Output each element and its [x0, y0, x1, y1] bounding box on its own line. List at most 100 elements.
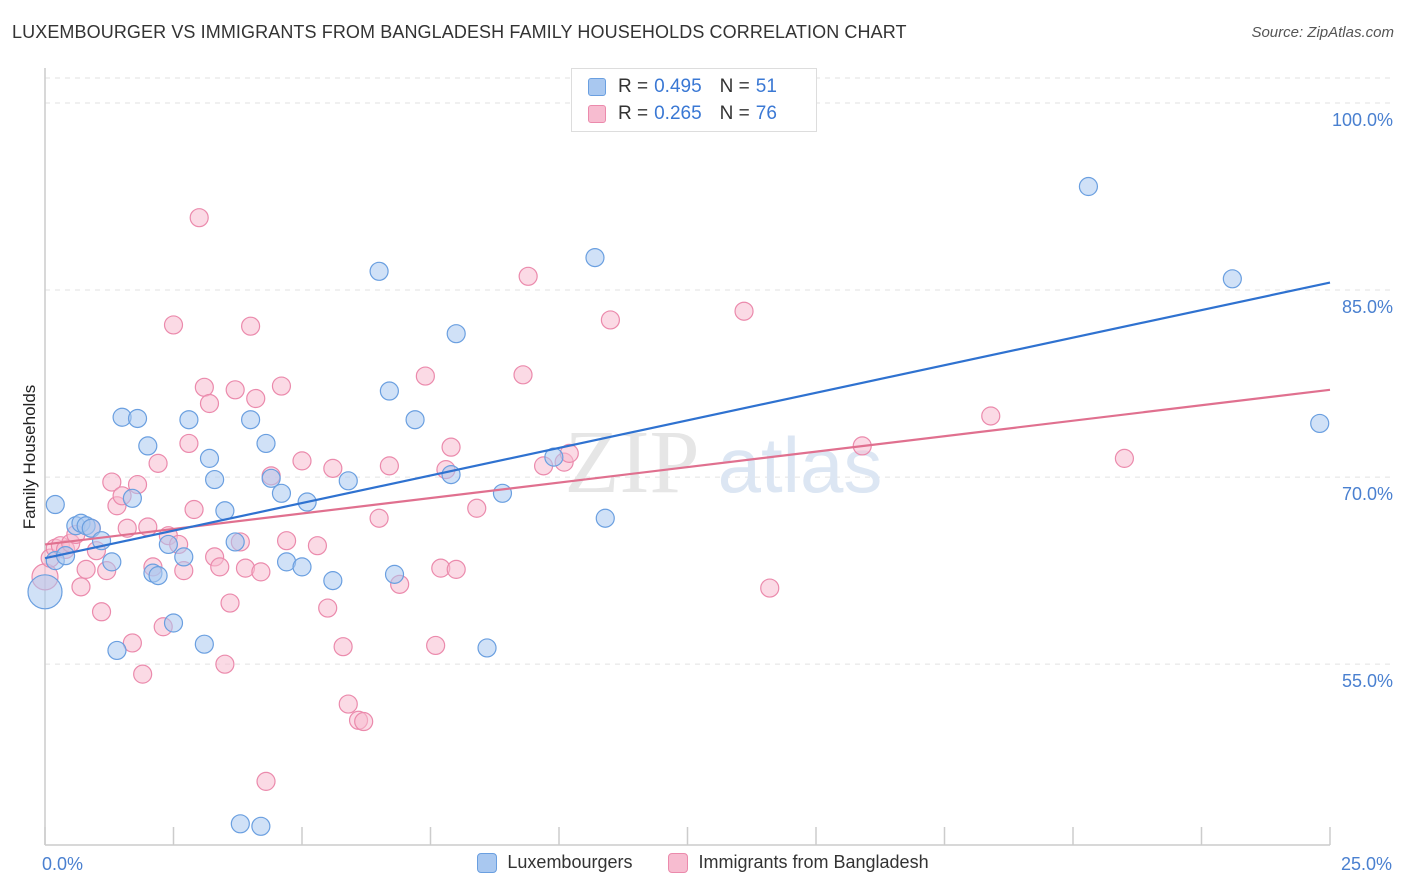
luxembourger-point	[122, 488, 142, 508]
bangladesh-point	[441, 437, 461, 457]
luxembourger-point	[1078, 176, 1099, 197]
bangladesh-point	[220, 593, 240, 613]
bangladesh-point	[323, 458, 343, 478]
luxembourger-point	[384, 564, 405, 584]
luxembourger-point	[138, 436, 158, 456]
x-tick-label: 0.0%	[42, 854, 83, 874]
bangladesh-point	[379, 456, 399, 476]
y-tick-label: 100.0%	[1332, 110, 1393, 130]
n-label: N =	[719, 76, 750, 97]
luxembourger-point	[292, 557, 312, 577]
legend-row-bangladesh: R = 0.265 N = 76	[588, 102, 783, 126]
bangladesh-point	[276, 531, 297, 551]
axis-layer	[44, 68, 1331, 846]
luxembourger-point	[230, 814, 250, 834]
n-label: N =	[719, 103, 750, 124]
luxembourger-point	[446, 324, 466, 344]
bangladesh-point	[117, 518, 137, 538]
luxembourger-point	[1222, 269, 1242, 289]
luxembourger-point	[102, 552, 122, 572]
luxembourger-point	[261, 468, 281, 488]
legend-label-bangladesh: Immigrants from Bangladesh	[698, 852, 929, 872]
luxembourger-point	[81, 518, 101, 538]
bangladesh-point	[199, 393, 220, 414]
bangladesh-point	[184, 499, 204, 520]
legend-label-luxembourgers: Luxembourgers	[507, 852, 633, 872]
luxembourger-point	[199, 448, 220, 468]
luxembourger-point	[405, 410, 425, 430]
luxembourger-point	[379, 381, 399, 401]
legend-row-luxembourgers: R = 0.495 N = 51	[588, 75, 783, 99]
bangladesh-point	[318, 598, 338, 618]
bangladesh-point	[133, 664, 153, 684]
n-value: 76	[755, 103, 777, 124]
luxembourger-point	[241, 410, 261, 430]
luxembourger-point	[174, 547, 194, 567]
luxembourger-point	[127, 408, 148, 429]
luxembourger-point	[179, 410, 199, 430]
y-tick-label: 85.0%	[1342, 297, 1393, 317]
bangladesh-point	[71, 577, 91, 597]
trend-lines	[44, 281, 1331, 560]
bangladesh-point	[513, 365, 533, 385]
bangladesh-point	[1114, 448, 1135, 468]
x-tick-label: 25.0%	[1341, 854, 1392, 874]
legend-swatch-luxembourgers	[477, 852, 498, 873]
bangladesh-point	[91, 602, 112, 622]
luxembourger-point	[585, 247, 605, 268]
bangladesh-point	[179, 433, 199, 454]
bangladesh-point	[102, 472, 122, 492]
bangladesh-point	[246, 388, 266, 409]
series-legend: Luxembourgers Immigrants from Bangladesh	[0, 852, 1406, 873]
r-label: R =	[618, 76, 649, 97]
luxembourger-point	[107, 640, 127, 661]
bangladesh-point	[426, 635, 446, 656]
bangladesh-point	[225, 380, 245, 400]
bangladesh-point	[333, 637, 353, 657]
bangladesh-point	[415, 366, 435, 386]
luxembourger-point	[205, 469, 225, 490]
watermark-atlas: atlas	[718, 421, 883, 509]
y-tick-label: 55.0%	[1342, 671, 1393, 691]
r-label: R =	[618, 103, 649, 124]
luxembourger-point	[215, 501, 235, 521]
luxembourger-point	[323, 571, 343, 591]
source-note: Source: ZipAtlas.com	[1251, 24, 1394, 41]
bangladesh-point	[734, 301, 754, 321]
n-value: 51	[755, 76, 777, 97]
bangladesh-point	[981, 406, 1001, 426]
legend-item-bangladesh[interactable]: Immigrants from Bangladesh	[668, 852, 929, 873]
legend-item-luxembourgers[interactable]: Luxembourgers	[477, 852, 632, 873]
watermark: ZIP atlas	[565, 413, 883, 512]
bangladesh-point	[210, 557, 230, 577]
luxembourger-point	[256, 433, 276, 454]
legend-swatch-bangladesh	[668, 852, 689, 873]
bangladesh-point	[189, 208, 209, 228]
luxembourger-point	[338, 471, 358, 491]
bangladesh-point	[760, 578, 780, 598]
luxembourger-point	[251, 816, 271, 836]
bangladesh-point	[256, 771, 276, 791]
luxembourger-point	[225, 532, 245, 552]
bangladesh-point	[241, 316, 261, 336]
bangladesh-point	[251, 562, 271, 582]
luxembourger-point	[477, 638, 497, 658]
bangladesh-point	[600, 310, 621, 330]
bangladesh-point	[271, 376, 292, 396]
luxembourger-trend-line	[44, 281, 1331, 560]
bangladesh-point	[194, 377, 214, 397]
luxembourger-point	[595, 508, 615, 528]
correlation-legend: R = 0.495 N = 51 R = 0.265 N = 76	[571, 68, 817, 132]
bangladesh-point	[76, 559, 96, 579]
bangladesh-point	[369, 508, 389, 528]
luxembourger-point	[158, 534, 178, 555]
luxembourger-point	[492, 483, 513, 503]
bangladesh-point	[292, 451, 312, 471]
legend-swatch-bangladesh	[588, 105, 606, 123]
bangladesh-point	[215, 654, 235, 674]
bangladesh-point	[338, 694, 358, 714]
bangladesh-point	[354, 711, 374, 732]
luxembourger-point	[271, 483, 292, 503]
bangladesh-point	[518, 266, 538, 286]
